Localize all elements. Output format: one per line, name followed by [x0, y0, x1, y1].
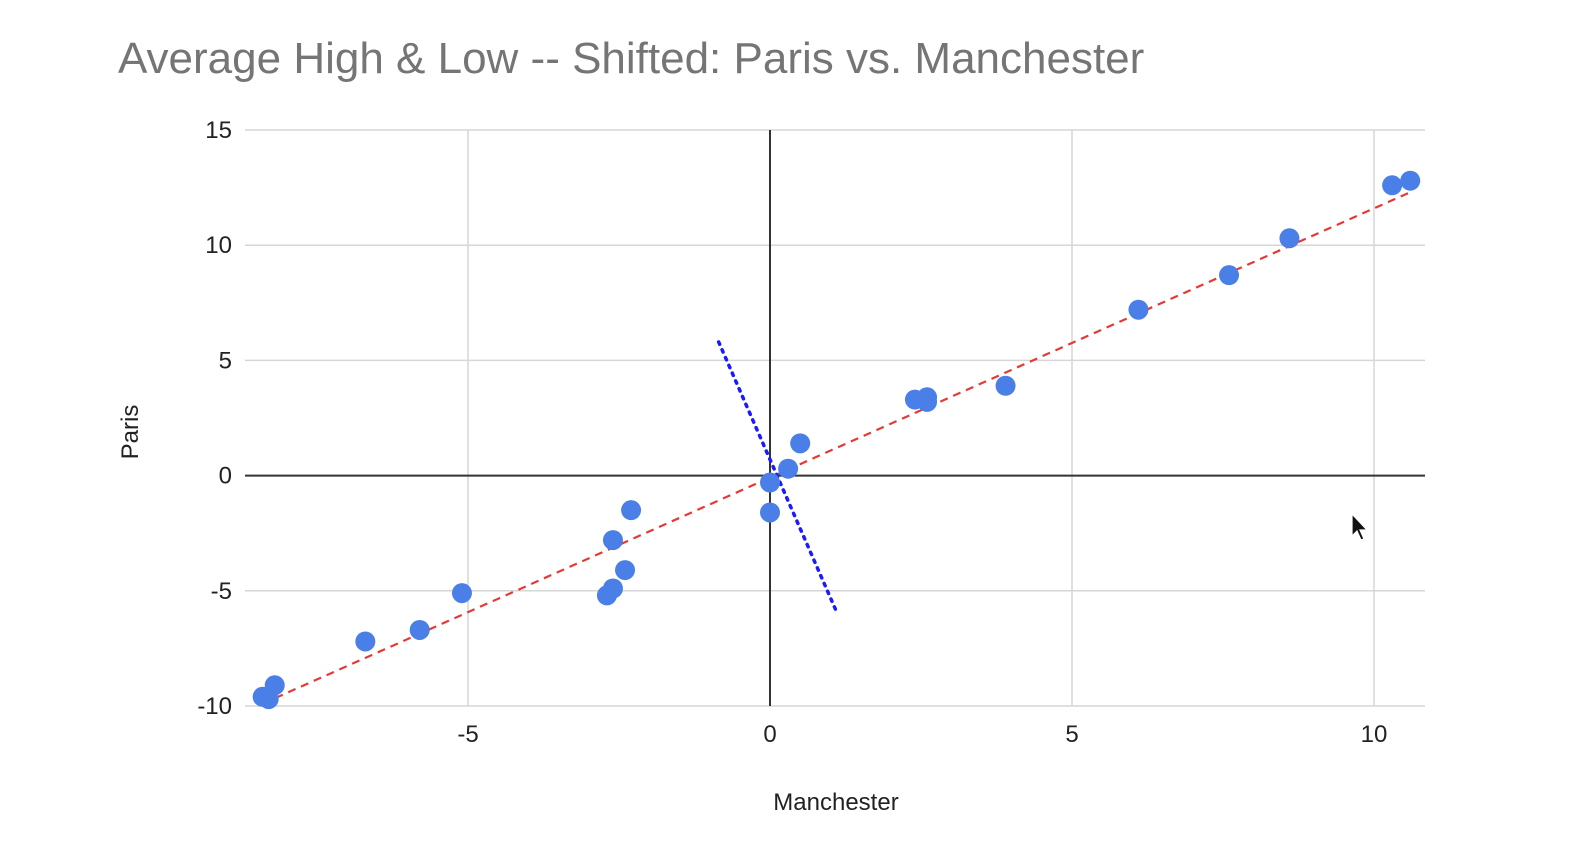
grid-lines [245, 129, 1425, 707]
data-point [760, 502, 780, 523]
x-axis-title: Manchester [773, 789, 898, 816]
y-tick-label: 0 [219, 463, 232, 490]
data-point [264, 675, 285, 696]
y-tick-label: -5 [211, 578, 232, 605]
chart-title: Average High & Low -- Shifted: Paris vs.… [118, 34, 1145, 83]
trendline [262, 191, 1411, 705]
data-point [1279, 228, 1300, 249]
data-point [790, 433, 811, 454]
data-point [1382, 175, 1403, 196]
mouse-cursor-icon [1351, 512, 1369, 541]
data-point [355, 631, 376, 652]
data-point [409, 619, 430, 640]
x-tick-label: 0 [763, 721, 776, 748]
y-tick-label: 5 [219, 347, 232, 374]
data-point [602, 530, 623, 551]
data-point [451, 583, 472, 604]
x-tick-label: 5 [1065, 721, 1078, 748]
data-point [1219, 265, 1240, 286]
data-point [615, 560, 636, 581]
data-points [252, 170, 1421, 710]
data-point [760, 472, 780, 493]
x-tick-label: -5 [457, 721, 478, 748]
y-tick-label: 15 [205, 117, 232, 144]
tick-labels: -10 -5 0 5 10 15 -5 0 5 10 [197, 117, 1387, 748]
data-point [995, 375, 1016, 396]
x-tick-label: 10 [1361, 721, 1388, 748]
data-point [778, 458, 799, 479]
data-point [917, 391, 938, 412]
data-point [1128, 299, 1149, 320]
data-point [602, 578, 623, 599]
data-point [1400, 170, 1421, 191]
zero-axes [245, 130, 1425, 706]
data-point [621, 500, 642, 521]
y-axis-title: Paris [117, 405, 144, 460]
fit-lines [262, 191, 1411, 705]
y-tick-label: 10 [205, 232, 232, 259]
y-tick-label: -10 [197, 693, 232, 720]
